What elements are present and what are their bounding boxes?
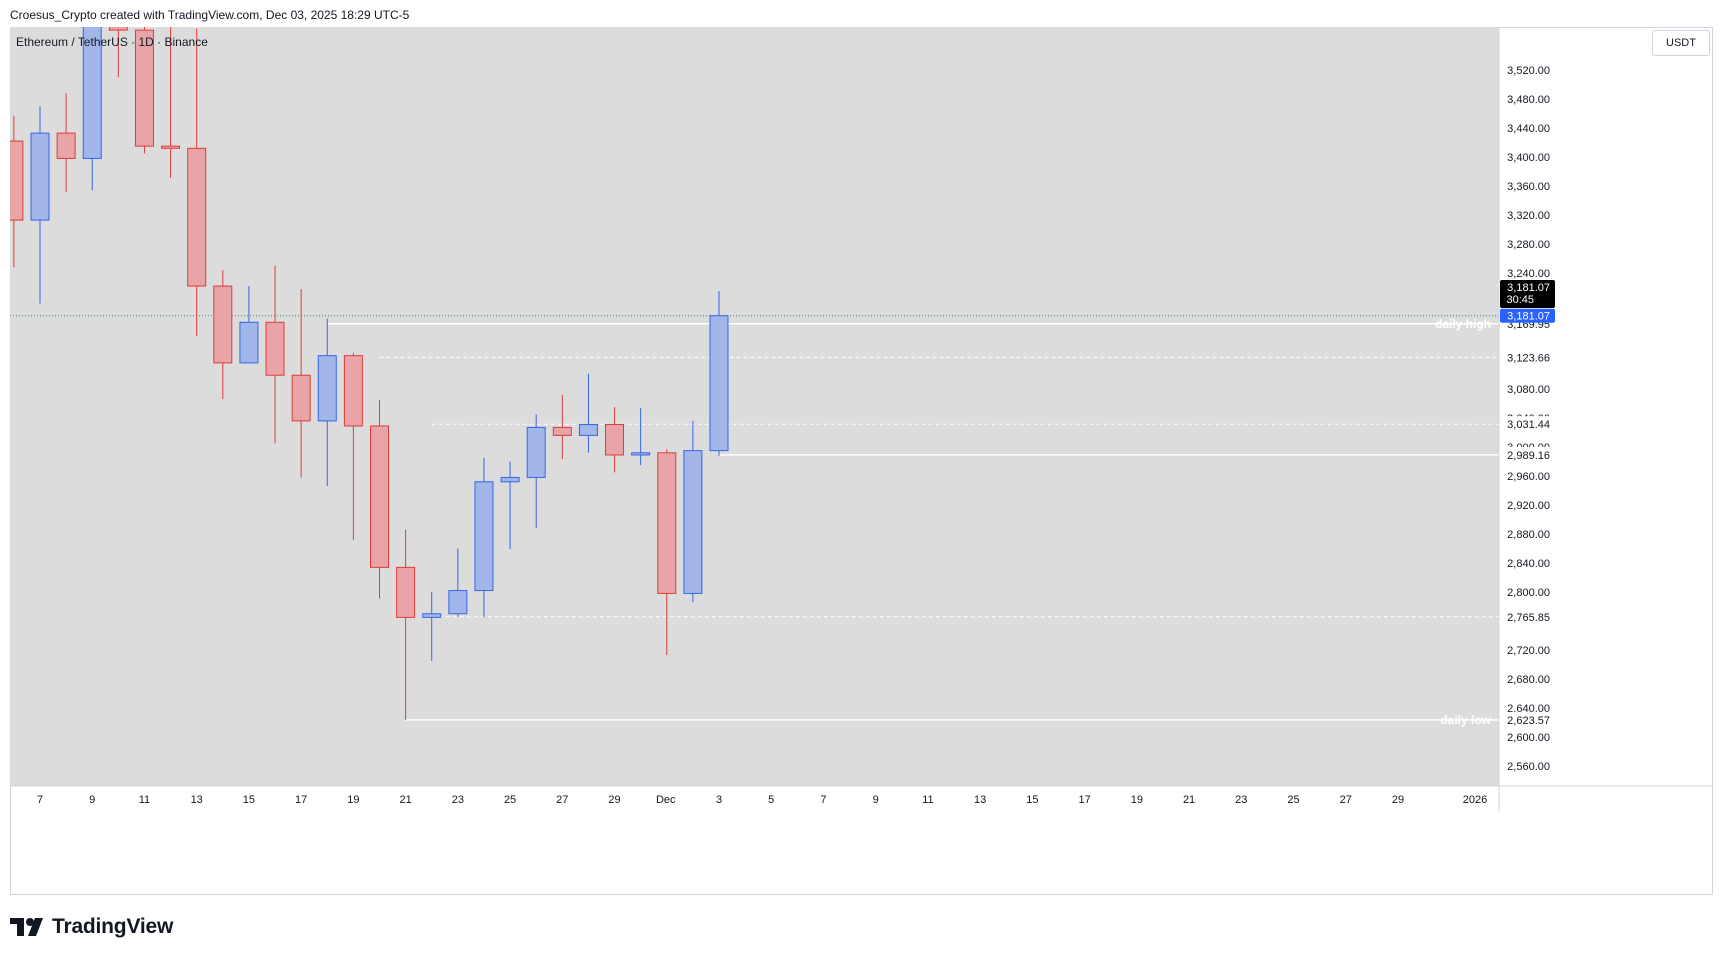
candle-body[interactable] [161,145,181,149]
tradingview-logo[interactable]: TradingView [10,913,173,941]
candle-body[interactable] [5,140,24,221]
currency-selector[interactable]: USDT [1652,30,1710,56]
candle-body[interactable] [552,426,572,436]
x-tick-label: 3 [716,794,722,806]
candle-body[interactable] [82,5,102,159]
candle-body[interactable] [448,590,468,615]
y-tick-label: 3,080.00 [1507,384,1550,396]
level-price-label: 2,989.16 [1507,450,1550,462]
x-tick-label: 21 [399,794,411,806]
y-tick-label: 3,320.00 [1507,210,1550,222]
tradingview-logo-text: TradingView [52,915,174,938]
y-tick-label: 2,720.00 [1507,645,1550,657]
candle-body[interactable] [213,285,233,364]
x-tick-label: 19 [347,794,359,806]
y-tick-label: 2,920.00 [1507,500,1550,512]
countdown-badge [1500,280,1555,308]
candle-body[interactable] [134,29,154,147]
x-tick-label: 7 [37,794,43,806]
level-price-box [1502,446,1556,463]
y-tick-label: 3,240.00 [1507,268,1550,280]
y-tick-label: 3,440.00 [1507,123,1550,135]
x-tick-label: 7 [820,794,826,806]
x-tick-label: 23 [452,794,464,806]
level-price-label: 3,123.66 [1507,352,1550,364]
x-tick-label: 27 [556,794,568,806]
candle-body[interactable] [474,481,494,592]
candle-body[interactable] [30,132,50,221]
y-tick-label: 2,600.00 [1507,732,1550,744]
x-tick-label: 11 [139,794,150,806]
candle-body[interactable] [343,355,363,427]
x-tick-label: 19 [1131,794,1143,806]
candle-body[interactable] [683,450,703,594]
candle-body[interactable] [657,452,677,594]
candle-body[interactable] [605,424,625,456]
candle-body[interactable] [578,424,598,436]
level-price-box [1502,711,1556,728]
y-tick-label: 2,960.00 [1507,471,1550,483]
current-price-label: 3,181.07 [1507,311,1550,323]
x-tick-label: 5 [768,794,774,806]
x-tick-label: 23 [1235,794,1247,806]
candle-body[interactable] [422,613,442,618]
level-price-label: 3,031.44 [1507,419,1550,431]
x-tick-label: 29 [608,794,620,806]
x-tick-label: Dec [656,794,676,806]
x-tick-label: 17 [295,794,307,806]
candle-body[interactable] [239,321,259,364]
symbol-label[interactable]: Ethereum / TetherUS · 1D · Binance [16,35,208,49]
x-tick-label: 9 [873,794,879,806]
candle-body[interactable] [370,425,389,568]
x-tick-label: 25 [504,794,516,806]
x-tick-label: 15 [243,794,255,806]
x-tick-label: 9 [89,794,95,806]
tradingview-logo-icon [10,918,43,936]
candle-body[interactable] [317,355,337,422]
chart-credit: Croesus_Crypto created with TradingView.… [10,8,410,22]
candle-body[interactable] [187,147,207,287]
y-tick-label: 3,520.00 [1507,65,1550,77]
candle-body[interactable] [526,426,546,478]
y-tick-label: 2,840.00 [1507,558,1550,570]
x-tick-label: 29 [1392,794,1404,806]
candle-body[interactable] [291,374,311,422]
candle-body[interactable] [396,566,416,618]
level-price-label: 2,623.57 [1507,715,1550,727]
y-tick-label: 3,360.00 [1507,181,1550,193]
x-tick-label: 21 [1183,794,1195,806]
y-tick-label: 2,680.00 [1507,674,1550,686]
current-price-badge [1500,308,1555,323]
x-tick-label: 17 [1078,794,1090,806]
candle-body[interactable] [108,5,128,31]
x-tick-label: 11 [922,794,933,806]
y-tick-label: 2,800.00 [1507,587,1550,599]
y-tick-label: 3,400.00 [1507,152,1550,164]
plot-area[interactable] [10,27,1499,786]
x-tick-label: 25 [1287,794,1299,806]
y-tick-label: 2,880.00 [1507,529,1550,541]
x-tick-label: 13 [974,794,986,806]
y-tick-label: 2,560.00 [1507,761,1550,773]
countdown-price-label: 3,181.07 [1507,282,1550,294]
level-price-box [1502,349,1556,366]
candle-body[interactable] [631,452,651,456]
level-price-box [1502,416,1556,433]
x-tick-label: 13 [191,794,203,806]
level-text-0: daily high [1435,317,1491,331]
candle-body[interactable] [500,476,520,483]
y-tick-label: 3,480.00 [1507,94,1550,106]
x-tick-label: 2026 [1463,794,1487,806]
x-tick-label: 27 [1340,794,1352,806]
candle-body[interactable] [265,321,285,376]
level-price-box [1502,608,1556,625]
x-tick-label: 15 [1026,794,1038,806]
level-text-5: daily low [1440,713,1491,727]
y-tick-label: 3,280.00 [1507,239,1550,251]
candle-body[interactable] [56,132,76,159]
countdown-timer: 30:45 [1506,294,1534,306]
level-price-label: 2,765.85 [1507,612,1550,624]
candle-body[interactable] [709,315,729,452]
